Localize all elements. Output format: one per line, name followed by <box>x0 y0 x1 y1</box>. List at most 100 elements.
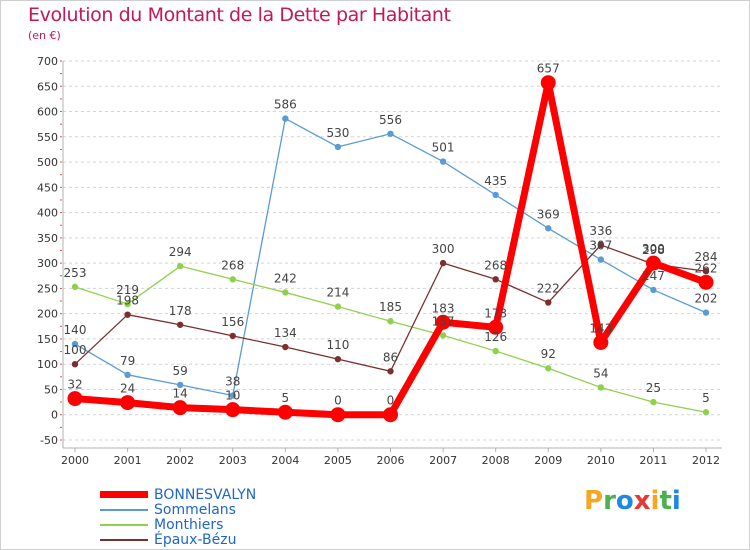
data-label: 24 <box>120 382 135 396</box>
data-label: 336 <box>589 224 612 238</box>
data-point <box>545 299 552 306</box>
data-point <box>282 343 289 351</box>
data-point <box>124 371 131 379</box>
data-point <box>492 276 499 283</box>
y-tick-label: 650 <box>37 80 58 93</box>
data-point <box>492 191 499 199</box>
data-point <box>698 274 714 290</box>
data-label: 0 <box>387 394 395 408</box>
data-label: 140 <box>64 323 87 337</box>
x-tick-label: 2008 <box>482 454 510 467</box>
legend-label: Sommelans <box>154 502 236 518</box>
data-point <box>176 262 184 270</box>
data-point <box>229 276 236 283</box>
data-label: 54 <box>593 366 608 380</box>
y-tick-label: 0 <box>51 409 58 422</box>
data-point <box>545 365 552 372</box>
data-label: 501 <box>432 141 455 155</box>
x-tick-label: 2011 <box>639 454 667 467</box>
data-label: 157 <box>432 314 455 328</box>
data-label: 185 <box>379 300 402 314</box>
data-point <box>124 300 131 308</box>
data-point <box>176 381 184 389</box>
data-point <box>71 283 79 291</box>
x-tick-label: 2003 <box>219 454 247 467</box>
data-label: 300 <box>432 242 455 256</box>
x-tick-label: 2009 <box>534 454 562 467</box>
data-label: 586 <box>274 98 297 112</box>
logo-letter: r <box>603 486 616 516</box>
data-point <box>334 355 342 363</box>
y-tick-label: 600 <box>37 106 58 119</box>
y-tick-label: 300 <box>37 257 58 270</box>
data-point <box>334 143 342 151</box>
data-point <box>387 318 394 325</box>
data-point <box>488 319 504 335</box>
data-point <box>597 241 605 249</box>
logo-letter: i <box>671 486 681 516</box>
data-label: 369 <box>537 207 560 221</box>
data-point <box>492 347 499 355</box>
data-label: 556 <box>379 113 402 127</box>
data-point <box>277 404 293 420</box>
data-point <box>439 332 447 339</box>
data-label: 262 <box>695 261 718 275</box>
y-tick-label: 150 <box>37 333 58 346</box>
data-label: 222 <box>537 282 560 296</box>
data-point <box>330 407 346 423</box>
data-label: 268 <box>484 258 507 272</box>
data-point <box>225 402 241 418</box>
data-label: 202 <box>695 292 718 306</box>
data-label: 183 <box>432 301 455 315</box>
data-point <box>172 400 188 416</box>
data-point <box>597 256 605 263</box>
data-point <box>439 158 447 165</box>
data-label: 530 <box>326 126 349 140</box>
x-tick-label: 2006 <box>377 454 405 467</box>
data-point <box>229 392 236 399</box>
proxiti-logo: Proxiti <box>584 486 681 516</box>
data-label: 100 <box>64 343 87 357</box>
data-label: 173 <box>484 306 507 320</box>
y-tick-label: 400 <box>37 207 58 220</box>
legend-label: Monthiers <box>154 517 224 533</box>
data-point <box>597 384 605 391</box>
data-label: 10 <box>225 389 240 403</box>
data-point <box>71 361 79 368</box>
data-label: 298 <box>642 243 665 257</box>
data-point <box>176 321 184 328</box>
data-label: 247 <box>642 269 665 283</box>
y-tick-label: 100 <box>37 358 58 371</box>
x-tick-label: 2002 <box>166 454 194 467</box>
data-label: 143 <box>589 321 612 335</box>
data-point <box>540 75 556 91</box>
legend-label: BONNESVALYN <box>154 487 257 503</box>
data-point <box>435 314 451 330</box>
data-label: 0 <box>334 394 342 408</box>
data-label: 253 <box>64 266 87 280</box>
data-label: 32 <box>67 378 82 392</box>
x-tick-label: 2012 <box>692 454 720 467</box>
data-point <box>67 391 83 407</box>
y-tick-label: 550 <box>37 131 58 144</box>
data-point <box>120 395 136 411</box>
x-tick-label: 2004 <box>271 454 299 467</box>
data-point <box>71 340 79 348</box>
data-point <box>702 268 710 275</box>
x-tick-label: 2001 <box>114 454 142 467</box>
data-label: 110 <box>326 338 349 352</box>
chart-title: Evolution du Montant de la Dette par Hab… <box>28 4 451 26</box>
legend-swatch <box>100 539 148 541</box>
data-label: 25 <box>646 381 661 395</box>
logo-letter: t <box>659 486 672 516</box>
y-tick-label: 250 <box>37 282 58 295</box>
data-label: 14 <box>173 387 188 401</box>
legend-swatch <box>100 509 148 511</box>
data-label: 134 <box>274 326 297 340</box>
data-point <box>387 130 394 137</box>
chart-subtitle: (en €) <box>28 29 61 42</box>
x-tick-label: 2000 <box>61 454 89 467</box>
data-point <box>645 255 661 271</box>
